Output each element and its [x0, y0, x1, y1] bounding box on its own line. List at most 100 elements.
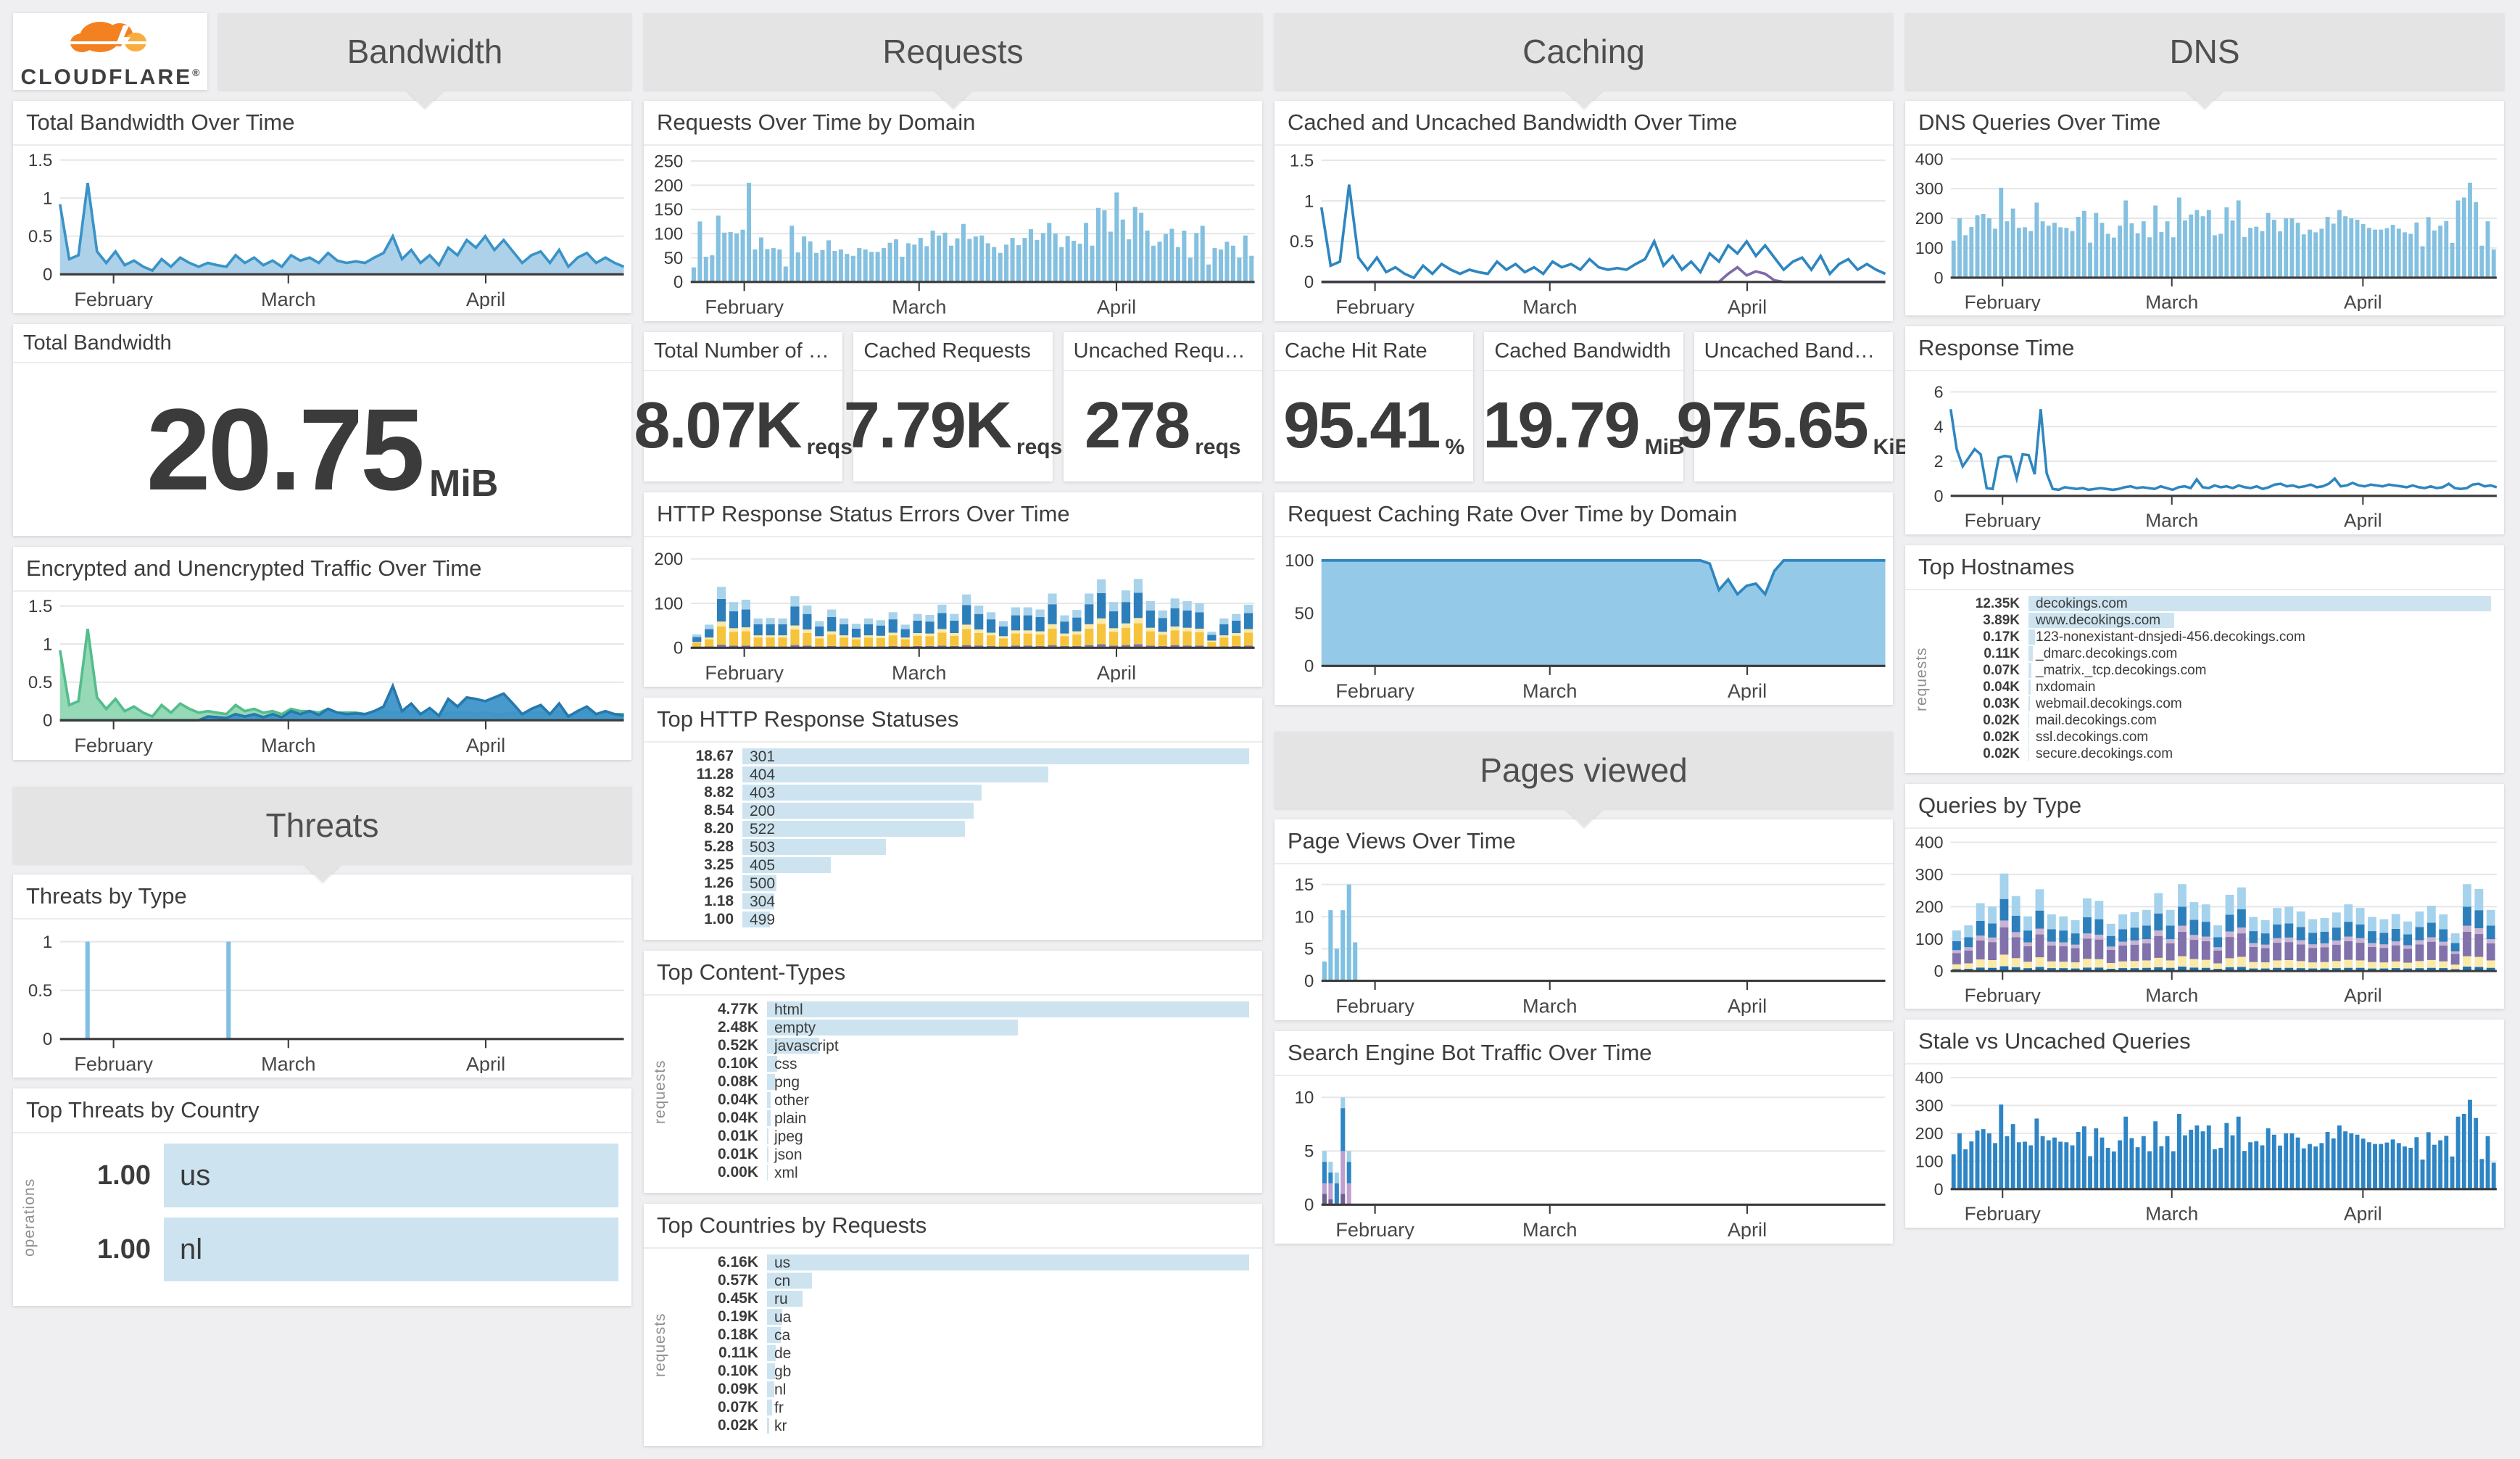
- svg-text:March: March: [2145, 510, 2198, 530]
- list-item[interactable]: 4.77K html: [673, 1001, 1249, 1018]
- list-item[interactable]: 1.00 us: [42, 1144, 618, 1208]
- svg-text:50: 50: [664, 249, 684, 268]
- svg-text:1: 1: [43, 189, 52, 209]
- svg-text:15: 15: [1295, 875, 1314, 895]
- list-item[interactable]: 0.08K png: [673, 1073, 1249, 1091]
- list-item[interactable]: 8.54 200: [648, 803, 1249, 819]
- column-caching: Caching Cached and Uncached Bandwidth Ov…: [1274, 13, 1910, 1244]
- list-item[interactable]: 1.18 304: [648, 893, 1249, 910]
- svg-text:300: 300: [1915, 1096, 1944, 1115]
- svg-text:50: 50: [1295, 604, 1314, 624]
- svg-text:200: 200: [654, 550, 683, 569]
- list-item[interactable]: 0.17K 123-nonexistant-dnsjedi-456.decokin…: [1934, 629, 2491, 645]
- requests-over-time-chart[interactable]: 0 50 100 150 200 250 February March April: [644, 149, 1262, 317]
- list-item[interactable]: 0.02K kr: [673, 1418, 1249, 1434]
- list-item[interactable]: 11.28 404: [648, 766, 1249, 783]
- list-item-label: ru: [774, 1291, 788, 1308]
- list-item-value: 0.10K: [717, 1055, 758, 1072]
- list-item-bar: kr: [767, 1418, 1249, 1434]
- list-item[interactable]: 0.11K de: [673, 1345, 1249, 1363]
- response-time-chart[interactable]: 0 2 4 6 February March April: [1905, 374, 2504, 530]
- list-item-bar: css: [767, 1056, 1249, 1072]
- top-threats-list-wrap: operations 1.00 us 1.00 nl: [13, 1133, 631, 1306]
- list-item[interactable]: 6.16K us: [673, 1255, 1249, 1271]
- list-item[interactable]: 0.09K nl: [673, 1381, 1249, 1398]
- list-item-bar: xml: [767, 1165, 1249, 1181]
- list-item-value: 3.25: [704, 856, 734, 874]
- search-bots-chart[interactable]: 0 5 10 February March April: [1274, 1079, 1893, 1239]
- list-item-bar: us: [767, 1255, 1249, 1271]
- card-top-http-statuses: Top HTTP Response Statuses 18.67 301 11.28…: [644, 698, 1262, 941]
- list-item[interactable]: 0.57K cn: [673, 1273, 1249, 1289]
- cached-bandwidth-unit: MiB: [1644, 434, 1685, 459]
- list-item[interactable]: 0.11K _dmarc.decokings.com: [1934, 645, 2491, 661]
- total-requests-unit: reqs: [806, 434, 853, 459]
- list-item-value: 0.01K: [717, 1128, 758, 1145]
- list-item[interactable]: 0.00K xml: [673, 1165, 1249, 1181]
- cached-uncached-bandwidth-chart[interactable]: 0 0.5 1 1.5 February March April: [1274, 149, 1893, 317]
- list-item[interactable]: 0.07K fr: [673, 1400, 1249, 1416]
- list-item[interactable]: 5.28 503: [648, 839, 1249, 856]
- queries-by-type-chart[interactable]: 0 100 200 300 400 February March April: [1905, 832, 2504, 1005]
- list-item-label: 500: [750, 875, 776, 893]
- list-item[interactable]: 8.20 522: [648, 821, 1249, 838]
- cached-requests-unit: reqs: [1016, 434, 1063, 459]
- list-item[interactable]: 8.82 403: [648, 785, 1249, 801]
- list-item[interactable]: 1.26 500: [648, 875, 1249, 893]
- list-item[interactable]: 0.18K ca: [673, 1327, 1249, 1344]
- list-item-value: 0.08K: [717, 1073, 758, 1091]
- list-item-value: 0.02K: [1983, 712, 2020, 728]
- list-item[interactable]: 18.67 301: [648, 748, 1249, 765]
- list-item-label: de: [774, 1345, 792, 1363]
- svg-text:March: March: [1522, 995, 1577, 1016]
- list-item[interactable]: 0.02K mail.decokings.com: [1934, 712, 2491, 728]
- list-item[interactable]: 1.00 499: [648, 912, 1249, 928]
- page-views-chart[interactable]: 0 5 10 15 February March April: [1274, 867, 1893, 1016]
- stale-queries-chart[interactable]: 0 100 200 300 400 February March April: [1905, 1067, 2504, 1223]
- list-item[interactable]: 1.00 nl: [42, 1218, 618, 1282]
- list-item[interactable]: 0.03K webmail.decokings.com: [1934, 695, 2491, 711]
- column-dns: DNS DNS Queries Over Time 0 100 200 300 400 F…: [1905, 13, 2504, 1228]
- svg-text:February: February: [74, 734, 153, 755]
- list-item[interactable]: 0.02K secure.decokings.com: [1934, 745, 2491, 761]
- list-item-value: 0.02K: [717, 1417, 758, 1434]
- http-errors-chart[interactable]: 0 100 200 February March April: [644, 540, 1262, 682]
- list-item-bar: json: [767, 1146, 1249, 1163]
- threats-by-type-chart[interactable]: 0 0.5 1 February March April: [13, 922, 631, 1074]
- list-item[interactable]: 2.48K empty: [673, 1020, 1249, 1036]
- list-item[interactable]: 0.04K plain: [673, 1110, 1249, 1127]
- list-item[interactable]: 0.01K jpeg: [673, 1128, 1249, 1145]
- dns-queries-chart[interactable]: 0 100 200 300 400 February March April: [1905, 149, 2504, 311]
- list-item[interactable]: 3.25 405: [648, 856, 1249, 874]
- svg-text:100: 100: [1915, 239, 1944, 257]
- list-item-bar: plain: [767, 1110, 1249, 1127]
- list-item-value: 18.67: [695, 748, 734, 765]
- caching-rate-chart[interactable]: 0 50 100 February March April: [1274, 540, 1893, 700]
- list-item[interactable]: 3.89K www.decokings.com: [1934, 612, 2491, 628]
- list-item[interactable]: 0.04K nxdomain: [1934, 679, 2491, 695]
- card-title: Cached Requests: [853, 332, 1053, 371]
- list-item[interactable]: 0.07K _matrix._tcp.decokings.com: [1934, 662, 2491, 678]
- svg-text:March: March: [892, 296, 946, 317]
- list-item[interactable]: 0.52K javascript: [673, 1038, 1249, 1054]
- card-top-threats-by-country: Top Threats by Country operations 1.00 us…: [13, 1088, 631, 1307]
- card-title: Stale vs Uncached Queries: [1905, 1020, 2504, 1065]
- list-item[interactable]: 0.10K gb: [673, 1363, 1249, 1380]
- list-item[interactable]: 0.45K ru: [673, 1291, 1249, 1307]
- cloudflare-wordmark: CLOUDFLARE®: [20, 65, 200, 89]
- list-item[interactable]: 0.19K ua: [673, 1309, 1249, 1326]
- list-item[interactable]: 12.35K decokings.com: [1934, 595, 2491, 611]
- list-item-value: 0.09K: [717, 1381, 758, 1398]
- list-item[interactable]: 0.01K json: [673, 1146, 1249, 1163]
- list-item-label: us: [180, 1160, 211, 1192]
- section-header-bandwidth: Bandwidth: [218, 13, 631, 90]
- list-item-label: webmail.decokings.com: [2036, 695, 2182, 711]
- list-item[interactable]: 0.10K css: [673, 1056, 1249, 1072]
- list-item-bar: 200: [742, 803, 1249, 819]
- total-bandwidth-over-time-chart[interactable]: 0 0.5 1 1.5 February March April: [13, 149, 631, 309]
- encrypted-traffic-chart[interactable]: 0 0.5 1 1.5 February March April: [13, 595, 631, 756]
- list-item[interactable]: 0.04K other: [673, 1092, 1249, 1109]
- list-item-value: 0.01K: [717, 1146, 758, 1163]
- cloudflare-logo[interactable]: CLOUDFLARE®: [13, 13, 207, 90]
- list-item[interactable]: 0.02K ssl.decokings.com: [1934, 729, 2491, 745]
